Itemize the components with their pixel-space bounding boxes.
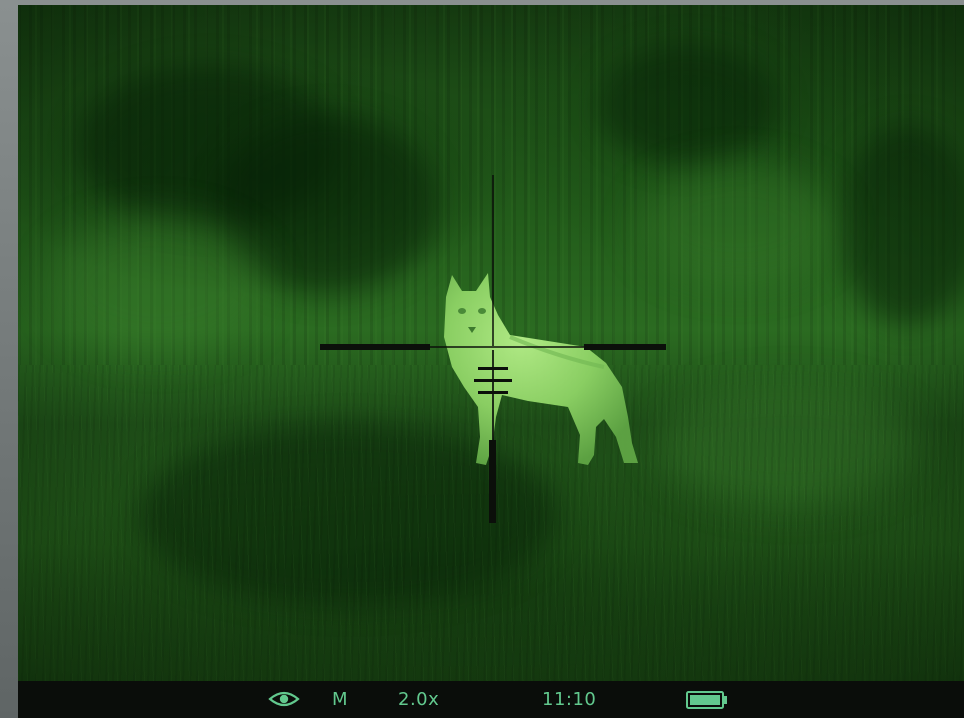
mode-indicator: M [332, 689, 349, 710]
foliage-highlight [658, 385, 918, 505]
status-bar: M 2.0x 11:10 [18, 681, 964, 718]
foliage-shadow [598, 45, 778, 165]
foliage-shadow [218, 115, 438, 295]
reticle-right-post [584, 344, 666, 350]
clock-time: 11:10 [542, 689, 597, 710]
reticle-bottom-post [489, 440, 496, 523]
battery-icon [686, 691, 728, 715]
zoom-level: 2.0x [398, 689, 440, 710]
eye-icon [268, 689, 300, 715]
reticle-top-line [492, 175, 494, 346]
vignette [18, 5, 964, 681]
reticle-holdover-mark [478, 391, 508, 394]
reticle-center-line [430, 346, 584, 348]
foliage-highlight [638, 165, 838, 285]
reticle-left-post [320, 344, 430, 350]
reticle-bottom-line [492, 350, 494, 440]
foliage-shadow [838, 125, 964, 325]
night-vision-viewport [18, 5, 964, 681]
reticle-holdover-mark [474, 379, 512, 382]
reticle-holdover-mark [478, 367, 508, 370]
foliage-highlight [48, 215, 268, 355]
